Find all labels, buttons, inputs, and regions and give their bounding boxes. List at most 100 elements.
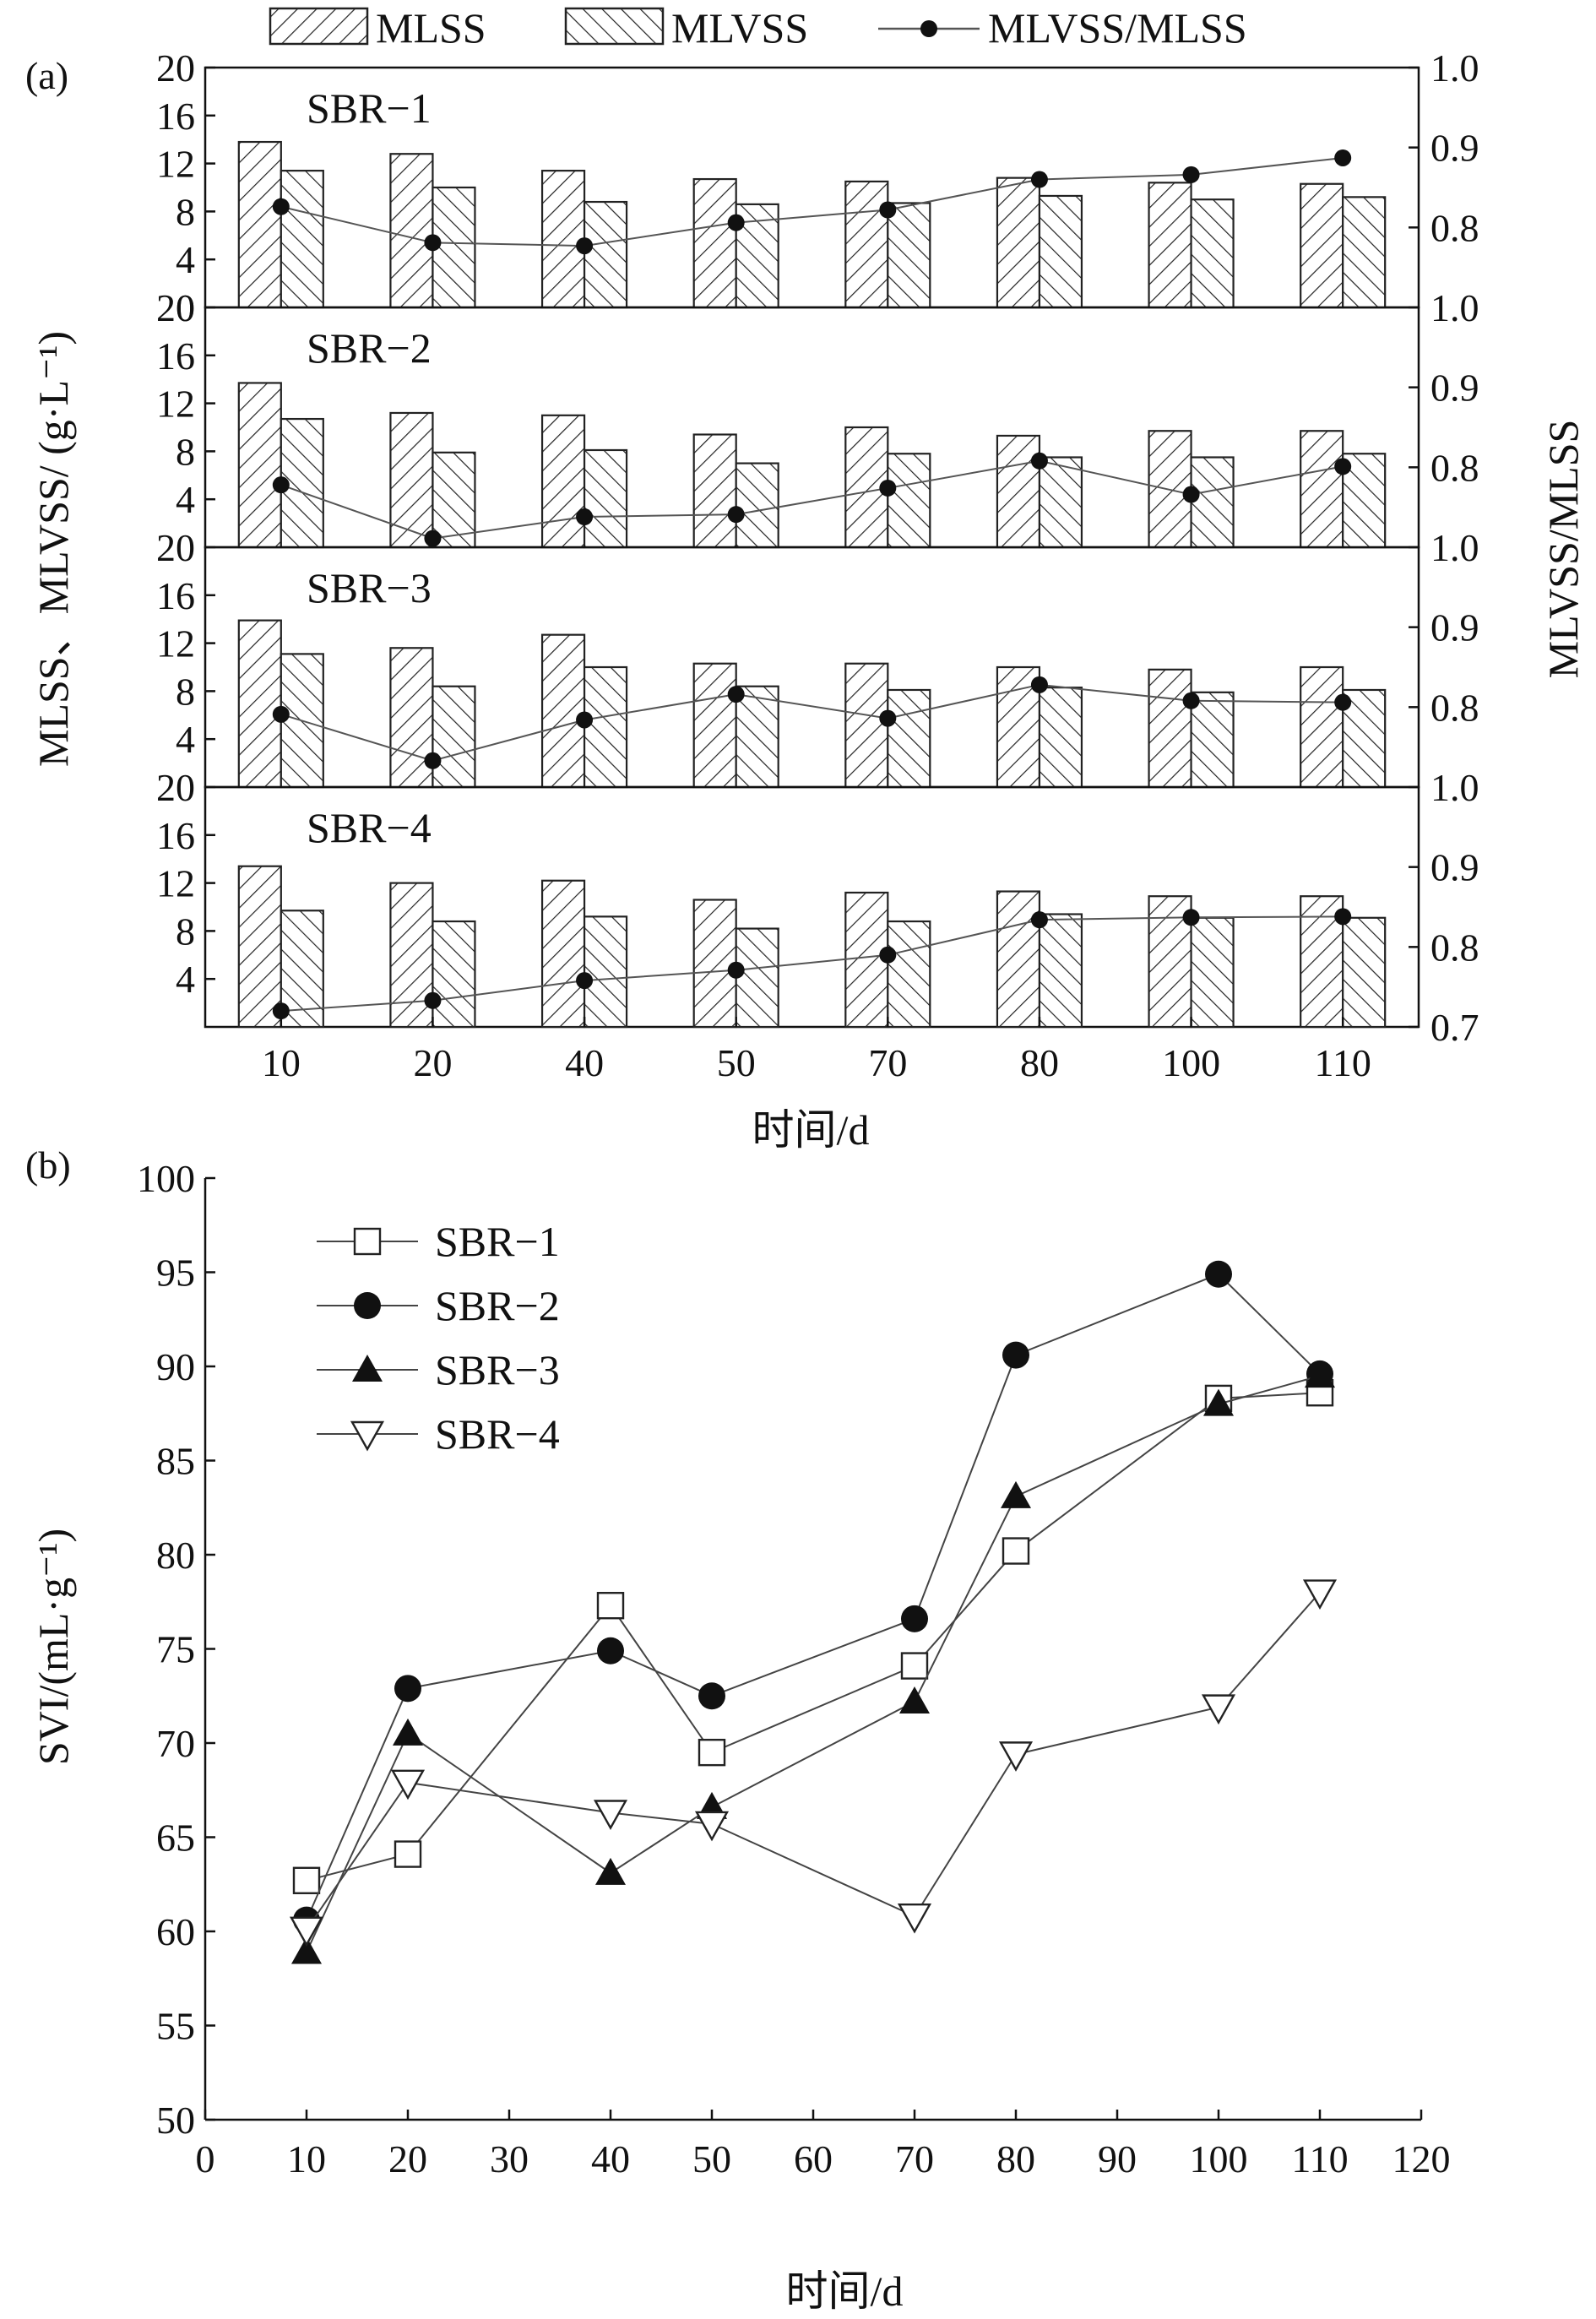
data-point bbox=[1002, 1537, 1030, 1565]
bar-mlvss bbox=[1190, 691, 1235, 789]
x-tick-label: 40 bbox=[565, 1041, 604, 1084]
y2-tick-label: 1.0 bbox=[1430, 286, 1479, 329]
bar-mlvss bbox=[583, 915, 628, 1029]
y-tick-label: 8 bbox=[176, 910, 195, 953]
x-tick-label: 80 bbox=[996, 2137, 1035, 2181]
panel-a-y-axis-title: MLSS、MLVSS/ (g·L⁻¹) bbox=[30, 331, 77, 767]
bar-mlss bbox=[692, 662, 737, 789]
y-tick-label: 4 bbox=[176, 958, 195, 1001]
subplot-title: SBR−1 bbox=[307, 84, 432, 132]
data-point bbox=[597, 1637, 624, 1665]
bar-mlvss bbox=[432, 186, 476, 309]
ratio-point bbox=[879, 479, 897, 497]
bar-mlss bbox=[540, 879, 586, 1029]
y-tick-label: 8 bbox=[176, 670, 195, 713]
y2-tick-label: 0.9 bbox=[1430, 367, 1479, 410]
bar-mlvss bbox=[735, 462, 779, 549]
subplot-frame bbox=[204, 785, 1420, 1029]
bar-mlss bbox=[844, 180, 889, 309]
y-tick-label: 12 bbox=[156, 862, 195, 905]
bar-mlss bbox=[389, 411, 434, 549]
x-tick-label: 70 bbox=[868, 1041, 907, 1084]
y-tick-label: 8 bbox=[176, 190, 195, 233]
y2-tick-label: 0.9 bbox=[1430, 606, 1479, 649]
data-point bbox=[900, 1652, 929, 1680]
panel-a-y2-axis-title: MLVSS/MLSS bbox=[1539, 420, 1587, 679]
ratio-point bbox=[1030, 911, 1048, 929]
y-tick-label: 4 bbox=[176, 718, 195, 761]
y-tick-label: 90 bbox=[156, 1345, 195, 1388]
data-point bbox=[897, 1903, 932, 1934]
legend-label: SBR−4 bbox=[435, 1410, 560, 1458]
data-point bbox=[1302, 1579, 1338, 1610]
data-point bbox=[698, 1682, 725, 1710]
y-tick-label: 4 bbox=[176, 478, 195, 521]
x-tick-label: 120 bbox=[1392, 2137, 1451, 2181]
bar-mlvss bbox=[432, 920, 476, 1029]
data-point bbox=[998, 1741, 1034, 1772]
x-tick-label: 110 bbox=[1291, 2137, 1348, 2181]
bar-mlvss bbox=[280, 170, 324, 309]
panel-b-label: (b) bbox=[25, 1143, 71, 1187]
y-tick-label: 95 bbox=[156, 1252, 195, 1295]
y-tick-label: 75 bbox=[156, 1628, 195, 1671]
series-line bbox=[306, 1273, 1321, 1921]
bar-mlvss bbox=[1038, 194, 1083, 309]
bar-mlss bbox=[237, 140, 282, 309]
legend-label-ratio: MLVSS/MLSS bbox=[988, 4, 1247, 52]
ratio-point bbox=[576, 508, 594, 526]
bar-mlss bbox=[540, 414, 586, 549]
legend-b: SBR−1 SBR−2 SBR−3 SBR−4 bbox=[317, 1218, 560, 1458]
ratio-point bbox=[1030, 171, 1048, 188]
y-tick-label: 20 bbox=[156, 526, 195, 569]
y-tick-label: 100 bbox=[137, 1157, 195, 1200]
data-point bbox=[394, 1675, 421, 1703]
bar-mlvss bbox=[432, 451, 476, 549]
data-point bbox=[390, 1769, 426, 1800]
x-tick-label: 100 bbox=[1190, 2137, 1248, 2181]
ratio-point bbox=[1334, 693, 1352, 711]
y-tick-label: 16 bbox=[156, 574, 195, 617]
bar-mlss bbox=[1300, 182, 1344, 309]
data-point bbox=[289, 1916, 324, 1947]
bar-mlss bbox=[1148, 182, 1192, 309]
legend-swatch-mlvss bbox=[564, 7, 665, 46]
ratio-point bbox=[272, 1002, 290, 1020]
bar-mlvss bbox=[887, 453, 931, 549]
legend-marker bbox=[353, 1227, 382, 1256]
bar-mlvss bbox=[1190, 456, 1235, 549]
ratio-point bbox=[272, 476, 290, 494]
ratio-point bbox=[1182, 692, 1200, 709]
y-tick-label: 70 bbox=[156, 1722, 195, 1765]
series-line bbox=[306, 1392, 1321, 1882]
subplot-title: SBR−3 bbox=[307, 564, 432, 611]
bar-mlvss bbox=[1038, 456, 1083, 549]
x-tick-label: 0 bbox=[196, 2137, 215, 2181]
ratio-point bbox=[879, 201, 897, 219]
data-point bbox=[1201, 1694, 1236, 1725]
subplots-a: 0481216200.80.91.0SBR−1481216200.80.91.0… bbox=[156, 46, 1479, 1084]
panel-a-label: (a) bbox=[25, 54, 68, 97]
panel-a-x-axis-title: 时间/d bbox=[752, 1106, 870, 1154]
bar-mlvss bbox=[1038, 913, 1083, 1029]
data-point bbox=[1205, 1260, 1232, 1288]
ratio-point bbox=[727, 961, 745, 979]
ratio-point bbox=[879, 709, 897, 727]
ratio-line bbox=[280, 459, 1344, 540]
ratio-point bbox=[1182, 486, 1200, 503]
ratio-point bbox=[1334, 908, 1352, 926]
legend-label: SBR−3 bbox=[435, 1346, 560, 1393]
y-tick-label: 65 bbox=[156, 1817, 195, 1860]
x-tick-label: 60 bbox=[794, 2137, 833, 2181]
y-tick-label: 8 bbox=[176, 430, 195, 473]
bar-mlss bbox=[996, 434, 1041, 549]
bar-mlvss bbox=[735, 685, 779, 789]
bar-mlvss bbox=[583, 200, 628, 309]
ratio-point bbox=[1182, 166, 1200, 183]
y-tick-label: 12 bbox=[156, 383, 195, 426]
ratio-line bbox=[280, 156, 1344, 247]
ratio-point bbox=[424, 991, 442, 1009]
x-tick-label: 50 bbox=[717, 1041, 756, 1084]
ratio-point bbox=[1030, 676, 1048, 693]
ratio-line bbox=[280, 915, 1344, 1013]
